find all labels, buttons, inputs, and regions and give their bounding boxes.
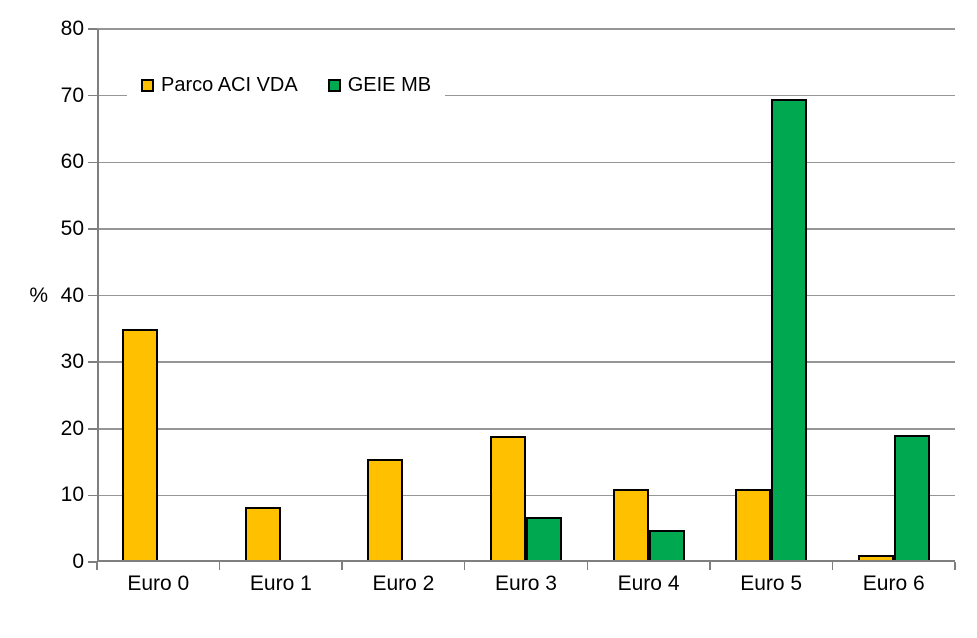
x-tick-mark-7 bbox=[954, 562, 956, 570]
x-tick-label-euro-2: Euro 2 bbox=[372, 572, 435, 595]
bar-geie-mb-euro-5 bbox=[771, 98, 808, 562]
x-tick-mark-6 bbox=[831, 562, 834, 570]
x-tick-mark-4 bbox=[586, 562, 589, 570]
legend-item-geie-mb: GEIE MB bbox=[327, 73, 432, 97]
gridline-20 bbox=[97, 428, 955, 430]
legend: Parco ACI VDA GEIE MB bbox=[127, 70, 446, 100]
bar-geie-mb-euro-6 bbox=[893, 435, 930, 562]
x-tick-label-euro-1: Euro 1 bbox=[249, 572, 312, 595]
y-axis-unit-label: % bbox=[29, 283, 48, 307]
bar-parco-aci-vda-euro-4 bbox=[612, 488, 649, 562]
legend-swatch-square-icon bbox=[141, 78, 154, 92]
x-tick-mark-3 bbox=[463, 562, 466, 570]
bar-parco-aci-vda-euro-0 bbox=[122, 328, 159, 562]
bar-parco-aci-vda-euro-2 bbox=[367, 459, 404, 562]
y-tick-mark-10 bbox=[88, 494, 97, 497]
bar-parco-aci-vda-euro-5 bbox=[735, 488, 772, 562]
bar-geie-mb-euro-3 bbox=[526, 517, 562, 562]
y-tick-mark-40 bbox=[88, 294, 97, 297]
x-tick-label-euro-3: Euro 3 bbox=[495, 572, 557, 595]
gridline-30 bbox=[97, 361, 955, 363]
y-tick-label-30: 30 bbox=[60, 350, 84, 374]
gridline-70 bbox=[97, 94, 955, 97]
legend-label-parco-aci-vda: Parco ACI VDA bbox=[161, 73, 298, 96]
plot-area: Parco ACI VDA GEIE MB bbox=[97, 28, 955, 562]
y-tick-mark-70 bbox=[88, 94, 97, 97]
y-tick-label-40: 40 bbox=[60, 283, 84, 307]
y-tick-label-70: 70 bbox=[60, 83, 84, 107]
x-tick-label-euro-5: Euro 5 bbox=[740, 572, 803, 595]
y-tick-mark-30 bbox=[88, 361, 97, 363]
legend-swatch-square-icon bbox=[327, 78, 341, 92]
y-tick-label-10: 10 bbox=[60, 483, 84, 507]
gridline-40 bbox=[97, 294, 955, 297]
y-tick-label-0: 0 bbox=[72, 550, 84, 573]
legend-label-geie-mb: GEIE MB bbox=[347, 73, 432, 96]
y-tick-label-80: 80 bbox=[60, 17, 84, 40]
bar-parco-aci-vda-euro-1 bbox=[244, 507, 281, 562]
x-tick-label-euro-4: Euro 4 bbox=[617, 572, 680, 595]
y-tick-mark-0 bbox=[88, 561, 97, 563]
gridline-50 bbox=[97, 228, 955, 230]
gridline-60 bbox=[97, 161, 955, 163]
x-tick-mark-0 bbox=[96, 562, 98, 570]
y-axis-line bbox=[97, 29, 99, 562]
y-tick-mark-50 bbox=[88, 228, 97, 230]
x-tick-mark-5 bbox=[709, 562, 711, 570]
y-tick-label-60: 60 bbox=[60, 150, 84, 174]
bar-parco-aci-vda-euro-6 bbox=[857, 555, 894, 562]
x-tick-mark-1 bbox=[218, 562, 221, 570]
x-tick-label-euro-6: Euro 6 bbox=[862, 572, 925, 595]
gridline-80 bbox=[97, 28, 955, 30]
gridline-10 bbox=[97, 494, 955, 497]
legend-item-parco-aci-vda: Parco ACI VDA bbox=[141, 74, 298, 97]
y-tick-label-20: 20 bbox=[60, 416, 84, 440]
bar-parco-aci-vda-euro-3 bbox=[490, 436, 526, 562]
y-tick-mark-80 bbox=[88, 28, 97, 30]
y-tick-mark-60 bbox=[88, 161, 97, 163]
x-tick-mark-2 bbox=[341, 562, 343, 570]
x-tick-label-euro-0: Euro 0 bbox=[127, 572, 190, 595]
x-axis-line bbox=[97, 560, 955, 562]
y-tick-label-50: 50 bbox=[60, 216, 84, 240]
y-tick-mark-20 bbox=[88, 428, 97, 430]
bar-geie-mb-euro-4 bbox=[648, 530, 685, 562]
